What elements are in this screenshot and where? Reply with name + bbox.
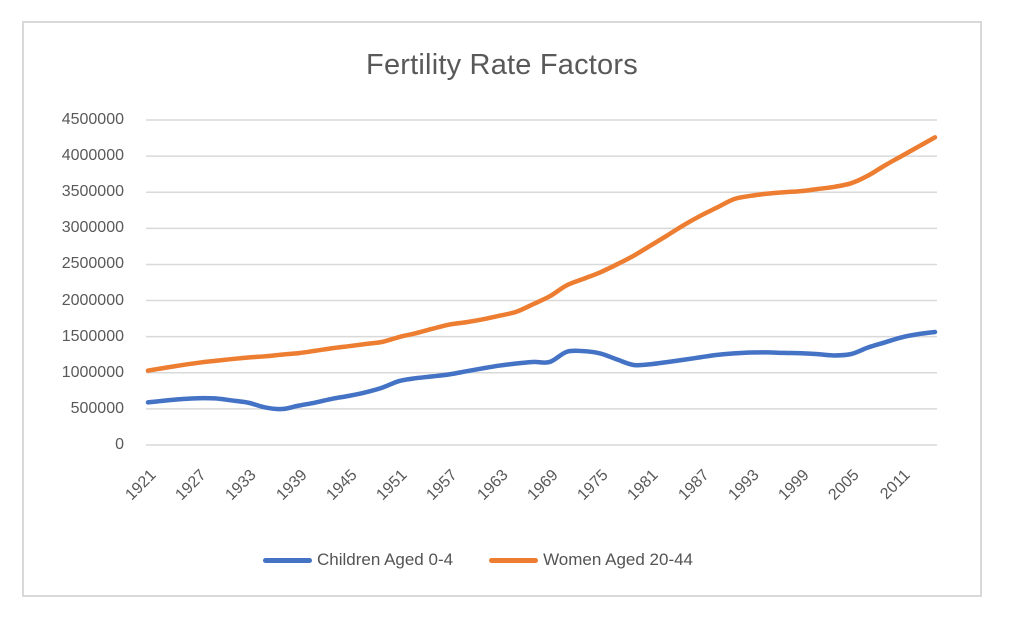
y-axis-tick-label: 2000000 bbox=[61, 291, 124, 309]
y-axis-tick-label: 1000000 bbox=[61, 363, 124, 381]
legend-item-women-aged-20-44: Women Aged 20-44 bbox=[489, 550, 693, 570]
legend-line-swatch-orange bbox=[489, 557, 539, 563]
y-axis-tick-label: 500000 bbox=[70, 399, 124, 417]
legend-line-swatch-blue bbox=[262, 557, 312, 563]
y-axis-tick-label: 4500000 bbox=[61, 111, 124, 128]
series-line-women-aged-20-44 bbox=[145, 135, 938, 373]
legend-label-children-aged-0-4: Children Aged 0-4 bbox=[316, 550, 454, 569]
chart-frame[interactable]: Fertility Rate Factors Children Aged 0-4… bbox=[22, 21, 982, 597]
chart-title: Fertility Rate Factors bbox=[366, 49, 638, 81]
y-axis-tick-label: 1500000 bbox=[61, 327, 124, 345]
y-axis-tick-label: 3000000 bbox=[61, 219, 124, 237]
legend-item-children-aged-0-4: Children Aged 0-4 bbox=[262, 550, 454, 570]
legend: Children Aged 0-4 Women Aged 20-44 bbox=[0, 547, 956, 573]
legend-label-women-aged-20-44: Women Aged 20-44 bbox=[543, 550, 694, 569]
plot-area bbox=[145, 119, 938, 446]
y-axis-tick-label: 4000000 bbox=[61, 147, 124, 165]
y-axis-tick-label: 3500000 bbox=[61, 183, 124, 201]
y-axis-tick-label: 0 bbox=[115, 436, 124, 453]
series-line-children-aged-0-4 bbox=[145, 329, 938, 412]
y-axis-tick-label: 2500000 bbox=[61, 255, 124, 273]
